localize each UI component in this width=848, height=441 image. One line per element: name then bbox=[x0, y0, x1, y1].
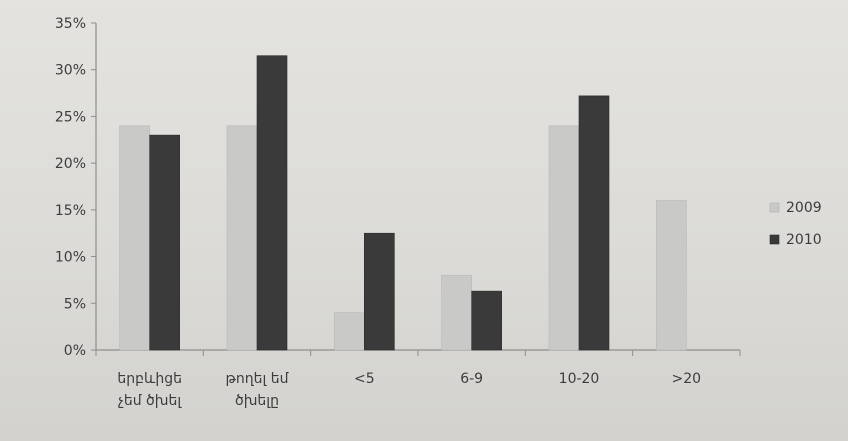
bar-2010 bbox=[256, 55, 288, 351]
x-tick-label: չեմ ծխել bbox=[118, 393, 182, 409]
bar-2009 bbox=[441, 274, 472, 351]
legend-swatch-2009 bbox=[769, 202, 780, 213]
x-tick-label: 6-9 bbox=[460, 371, 483, 387]
legend-swatch-2010 bbox=[769, 234, 780, 245]
bar-2009 bbox=[226, 125, 258, 351]
y-tick-label: 35% bbox=[55, 16, 86, 32]
y-axis-labels: 0% 5% 10% 15% 20% 25% 30% 35% bbox=[55, 16, 86, 359]
x-tick-label: ծխելը bbox=[235, 393, 279, 409]
bar-2009 bbox=[119, 125, 150, 351]
bar-2009 bbox=[548, 125, 580, 351]
bar-2010 bbox=[149, 134, 180, 351]
x-axis-labels: երբևիցե չեմ ծխել թողել եմ ծխելը <5 6-9 10-20 >2… bbox=[117, 371, 701, 409]
x-tick-label: >20 bbox=[672, 371, 702, 387]
bar-2010 bbox=[471, 290, 502, 351]
y-tick-label: 0% bbox=[64, 343, 86, 359]
y-tick-label: 5% bbox=[64, 296, 86, 312]
bar-2010 bbox=[578, 95, 610, 351]
bar-2009 bbox=[656, 200, 687, 351]
y-tick-label: 25% bbox=[55, 109, 86, 125]
bar-2009 bbox=[334, 312, 365, 351]
legend-label-2009: 2009 bbox=[786, 200, 822, 216]
bar-2010 bbox=[364, 232, 395, 351]
x-tick-label: թողել եմ bbox=[226, 371, 290, 387]
chart-axes bbox=[91, 22, 741, 356]
legend-label-2010: 2010 bbox=[786, 232, 822, 248]
y-tick-label: 30% bbox=[55, 63, 86, 79]
y-tick-label: 20% bbox=[55, 156, 86, 172]
x-tick-label: 10-20 bbox=[559, 371, 600, 387]
x-tick-label: <5 bbox=[354, 371, 375, 387]
y-tick-label: 10% bbox=[55, 250, 86, 266]
chart-legend: 2009 2010 bbox=[769, 200, 822, 248]
x-tick-label: երբևիցե bbox=[117, 371, 182, 387]
y-tick-label: 15% bbox=[55, 203, 86, 219]
chart-bars bbox=[119, 55, 687, 351]
